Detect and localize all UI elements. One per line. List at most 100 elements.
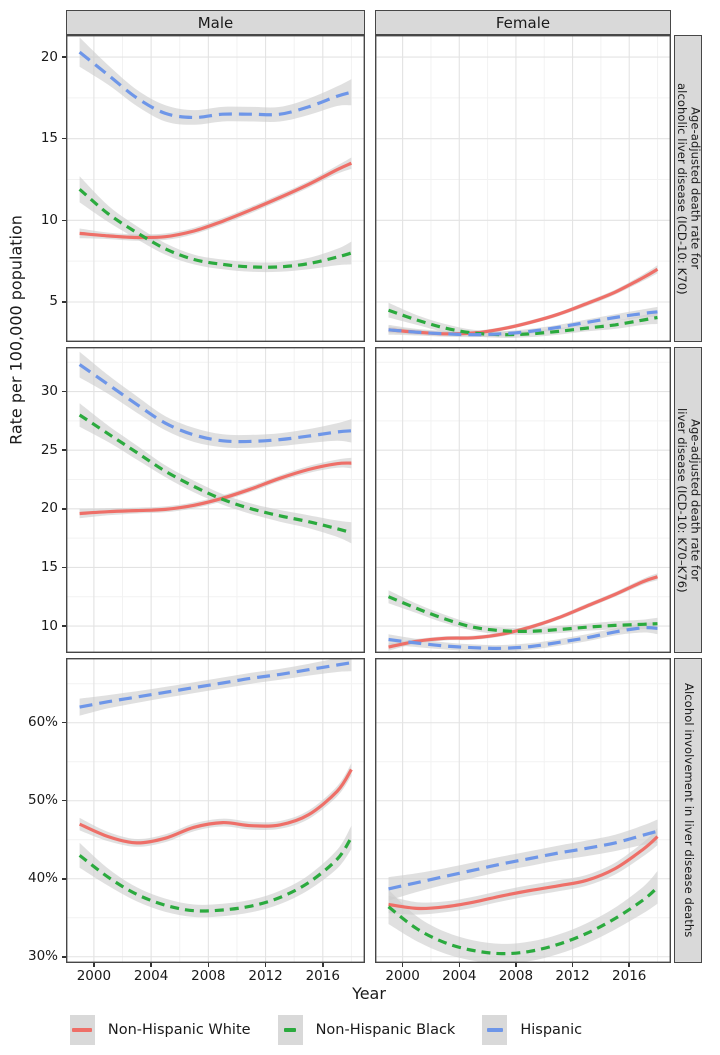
series-line-non-hispanic-black [387,308,658,337]
y-axis-tick-label: 40% [27,870,58,887]
legend-label: Non-Hispanic White [107,1022,251,1038]
y-axis-tick-label: 10 [40,617,58,634]
legend-item-hispanic: Hispanic [482,1015,582,1045]
x-axis-tick-label: 2012 [248,968,283,984]
panel-border [375,347,671,653]
y-axis-tick-mark [62,721,66,724]
series-line-hispanic [78,363,352,444]
confidence-band-non-hispanic-white [79,763,352,847]
panel-background [375,35,671,342]
x-axis-tick-label: 2008 [191,968,226,984]
y-axis-tick-label: 10 [40,211,58,228]
x-axis-tick-label: 2012 [555,968,590,984]
panel-male-row3 [66,658,365,963]
panel-border [66,35,365,342]
x-axis-tick-mark [401,963,404,967]
panel-female-row3 [375,658,671,963]
confidence-band-non-hispanic-black [79,403,352,544]
x-axis-tick-mark [207,963,210,967]
panel-female-row2 [375,347,671,653]
panel-border [66,347,365,653]
x-axis-tick-mark [515,963,517,967]
panel-background [375,347,671,653]
x-axis-tick-mark [322,963,324,967]
x-axis-tick-label: 2016 [612,968,647,984]
panel-border [375,658,671,963]
facet-strip-alcohol-involvement: Alcohol involvement in liver disease dea… [674,658,702,963]
legend: Non-Hispanic White Non-Hispanic Black Hi… [0,1012,652,1048]
panel-border [375,35,671,342]
confidence-band-hispanic [388,622,658,652]
x-axis-tick-label: 2004 [133,968,169,984]
panel-border [66,658,365,963]
legend-item-non-hispanic-black: Non-Hispanic Black [277,1015,456,1045]
legend-label: Non-Hispanic Black [315,1022,456,1038]
x-axis-tick-mark [150,963,152,967]
series-line-non-hispanic-black [387,595,658,633]
confidence-band-non-hispanic-black [388,871,658,963]
x-axis-tick-mark [93,963,95,967]
x-axis-tick-mark [628,963,630,967]
confidence-band-non-hispanic-black [79,176,352,273]
confidence-band-non-hispanic-black [388,590,658,635]
confidence-band-hispanic [388,819,658,901]
confidence-band-non-hispanic-white [388,828,658,915]
series-line-non-hispanic-black [78,413,352,535]
y-axis-tick-mark [62,508,66,510]
blue-dash-sample-icon [486,1028,503,1032]
x-axis-tick-mark [264,963,267,967]
green-dash-sample-icon [284,1028,297,1032]
y-axis-tick-mark [62,137,66,140]
facet-strip-male: Male [66,10,365,35]
confidence-band-non-hispanic-black [388,302,658,338]
y-axis-tick-label: 50% [27,792,58,809]
series-line-non-hispanic-black [387,886,659,956]
legend-key-hispanic [482,1015,508,1045]
y-axis-tick-mark [62,390,66,393]
y-axis-tick-label: 15 [40,130,58,147]
series-line-hispanic [388,626,658,650]
panel-male-row1 [66,35,365,342]
x-axis-tick-mark [571,963,574,967]
y-axis-tick-label: 20 [40,48,58,65]
y-axis-title: Rate per 100,000 population [6,215,26,445]
legend-key-non-hispanic-black [277,1015,303,1045]
y-axis-tick-mark [62,449,66,451]
series-line-non-hispanic-white [78,768,353,845]
series-line-hispanic [388,310,658,337]
y-axis-tick-label: 25 [40,441,58,458]
x-axis-tick-label: 2016 [305,968,340,984]
confidence-band-hispanic [79,351,352,448]
series-line-non-hispanic-white [79,161,353,240]
y-axis-tick-label: 30% [27,948,58,965]
x-axis-tick-label: 2000 [76,968,112,984]
legend-key-non-hispanic-white [69,1015,95,1045]
series-line-non-hispanic-black [78,836,353,913]
x-axis-tick-label: 2000 [385,968,420,984]
legend-label: Hispanic [520,1022,583,1038]
facet-strip-alcoholic-liver-disease: Age-adjusted death rate for alcoholic li… [674,35,703,342]
x-axis-tick-label: 2004 [442,968,477,984]
panel-male-row2 [66,347,365,653]
y-axis-tick-mark [62,219,66,222]
y-axis-tick-label: 20 [40,500,58,517]
y-axis-tick-mark [62,56,66,58]
red-line-sample-icon [72,1028,93,1032]
legend-item-non-hispanic-white: Non-Hispanic White [69,1015,251,1045]
series-line-hispanic [388,829,658,891]
x-axis-tick-label: 2008 [498,968,534,984]
y-axis-tick-mark [62,956,66,958]
series-line-hispanic [78,50,352,120]
y-axis-tick-mark [62,878,66,880]
y-axis-tick-label: 60% [27,714,58,731]
series-line-non-hispanic-white [388,835,659,911]
confidence-band-non-hispanic-black [79,825,352,918]
x-axis-tick-mark [458,963,461,967]
y-axis-tick-label: 15 [40,558,58,575]
y-axis-tick-mark [62,566,66,569]
panel-female-row1 [375,35,671,342]
y-axis-tick-mark [62,301,66,303]
y-axis-tick-mark [62,799,66,802]
y-axis-tick-label: 30 [40,383,58,400]
